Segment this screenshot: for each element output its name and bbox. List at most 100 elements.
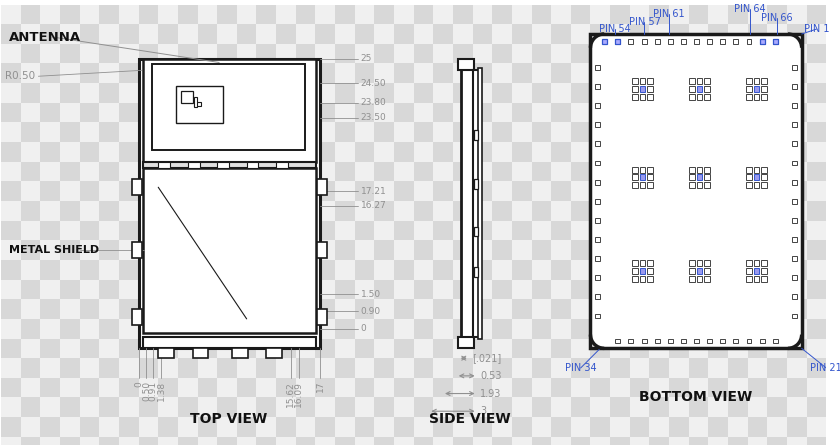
Bar xyxy=(571,260,591,280)
Text: 23.50: 23.50 xyxy=(360,113,386,122)
Bar xyxy=(639,174,645,181)
Bar xyxy=(247,162,259,168)
Bar xyxy=(669,240,689,260)
Bar xyxy=(696,94,702,100)
Bar xyxy=(354,122,375,142)
Text: [.021]: [.021] xyxy=(473,353,501,363)
Bar xyxy=(178,240,197,260)
Bar xyxy=(375,319,394,339)
Bar xyxy=(1,221,21,240)
Bar xyxy=(571,44,591,64)
Bar xyxy=(433,299,453,319)
Bar xyxy=(99,299,119,319)
Bar xyxy=(218,221,237,240)
Bar xyxy=(571,64,591,83)
Bar xyxy=(394,64,413,83)
Bar xyxy=(60,417,80,437)
Bar xyxy=(99,24,119,44)
Bar xyxy=(708,83,728,103)
Bar xyxy=(708,358,728,378)
Bar xyxy=(610,378,630,397)
Bar xyxy=(610,260,630,280)
Bar xyxy=(827,83,840,103)
Bar xyxy=(591,162,610,181)
Bar xyxy=(639,260,645,266)
Bar xyxy=(158,349,174,358)
Bar xyxy=(827,358,840,378)
Bar xyxy=(492,397,512,417)
Bar xyxy=(532,44,551,64)
Bar xyxy=(276,4,296,24)
Bar xyxy=(453,378,473,397)
Bar xyxy=(119,122,139,142)
Bar xyxy=(178,260,197,280)
Bar xyxy=(787,162,806,181)
Bar xyxy=(335,437,354,448)
Bar xyxy=(21,378,40,397)
Bar xyxy=(276,162,296,181)
Bar xyxy=(99,260,119,280)
Bar xyxy=(827,201,840,221)
Bar xyxy=(632,276,638,281)
Bar xyxy=(806,4,827,24)
Bar xyxy=(806,397,827,417)
Bar xyxy=(40,280,60,299)
Bar xyxy=(648,276,654,281)
Text: 25: 25 xyxy=(360,54,372,63)
Bar xyxy=(630,358,649,378)
Bar xyxy=(354,221,375,240)
Bar xyxy=(119,339,139,358)
Bar xyxy=(767,378,787,397)
Bar xyxy=(158,162,178,181)
Bar xyxy=(748,162,767,181)
Bar xyxy=(433,142,453,162)
Bar xyxy=(197,4,218,24)
Bar xyxy=(689,83,708,103)
Bar xyxy=(596,294,601,299)
Bar xyxy=(708,103,728,122)
Bar xyxy=(596,199,601,204)
Bar xyxy=(473,142,492,162)
Bar xyxy=(747,339,752,344)
Bar xyxy=(512,358,532,378)
Bar xyxy=(256,142,276,162)
Bar xyxy=(256,339,276,358)
Bar xyxy=(753,260,759,266)
Bar xyxy=(413,417,433,437)
Text: 0.91: 0.91 xyxy=(149,381,158,401)
Bar xyxy=(596,314,601,319)
Bar xyxy=(197,378,218,397)
Bar xyxy=(591,4,610,24)
Bar xyxy=(512,181,532,201)
Bar xyxy=(746,260,752,266)
Bar xyxy=(80,280,99,299)
Bar xyxy=(773,339,778,344)
Bar xyxy=(591,417,610,437)
Bar xyxy=(630,44,649,64)
Bar xyxy=(551,122,571,142)
Bar xyxy=(632,167,638,172)
Bar xyxy=(139,142,158,162)
Bar xyxy=(767,64,787,83)
Bar xyxy=(761,268,767,274)
Bar xyxy=(1,162,21,181)
Bar xyxy=(787,4,806,24)
Text: PIN 1: PIN 1 xyxy=(804,24,829,34)
Bar xyxy=(276,83,296,103)
Bar xyxy=(375,358,394,378)
Bar xyxy=(237,358,256,378)
Bar xyxy=(132,242,142,258)
Bar xyxy=(315,24,335,44)
Bar xyxy=(119,201,139,221)
Bar xyxy=(689,44,708,64)
Bar xyxy=(689,103,708,122)
Bar xyxy=(21,64,40,83)
Bar xyxy=(296,64,315,83)
Bar xyxy=(60,162,80,181)
Bar xyxy=(571,103,591,122)
Bar xyxy=(630,221,649,240)
Bar xyxy=(551,319,571,339)
Bar xyxy=(492,319,512,339)
Bar xyxy=(649,64,669,83)
Bar xyxy=(761,86,767,92)
